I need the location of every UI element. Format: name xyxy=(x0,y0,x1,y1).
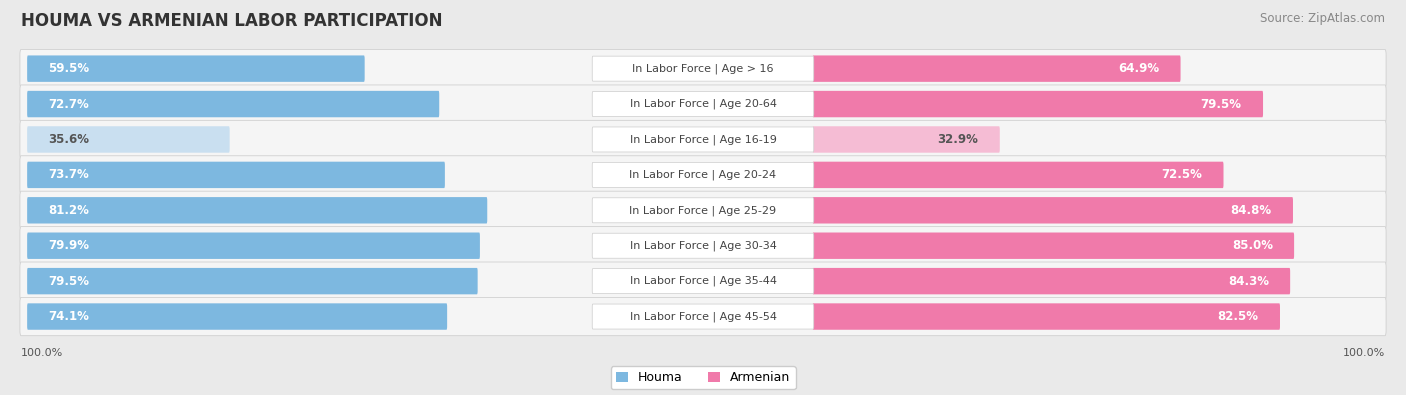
FancyBboxPatch shape xyxy=(27,303,447,330)
FancyBboxPatch shape xyxy=(813,162,1223,188)
Text: HOUMA VS ARMENIAN LABOR PARTICIPATION: HOUMA VS ARMENIAN LABOR PARTICIPATION xyxy=(21,12,443,30)
Text: 82.5%: 82.5% xyxy=(1218,310,1258,323)
Text: 73.7%: 73.7% xyxy=(48,168,89,181)
FancyBboxPatch shape xyxy=(20,227,1386,265)
Text: In Labor Force | Age 45-54: In Labor Force | Age 45-54 xyxy=(630,311,776,322)
FancyBboxPatch shape xyxy=(20,85,1386,123)
FancyBboxPatch shape xyxy=(27,126,229,153)
FancyBboxPatch shape xyxy=(813,55,1181,82)
Text: Source: ZipAtlas.com: Source: ZipAtlas.com xyxy=(1260,12,1385,25)
FancyBboxPatch shape xyxy=(20,156,1386,194)
Text: 100.0%: 100.0% xyxy=(21,348,63,357)
FancyBboxPatch shape xyxy=(27,197,488,224)
Text: 79.5%: 79.5% xyxy=(1201,98,1241,111)
FancyBboxPatch shape xyxy=(27,268,478,294)
FancyBboxPatch shape xyxy=(20,120,1386,159)
Text: 79.9%: 79.9% xyxy=(48,239,90,252)
FancyBboxPatch shape xyxy=(813,303,1279,330)
FancyBboxPatch shape xyxy=(20,262,1386,300)
FancyBboxPatch shape xyxy=(592,162,814,187)
Text: 74.1%: 74.1% xyxy=(48,310,90,323)
FancyBboxPatch shape xyxy=(20,49,1386,88)
Text: In Labor Force | Age 16-19: In Labor Force | Age 16-19 xyxy=(630,134,776,145)
FancyBboxPatch shape xyxy=(813,268,1291,294)
FancyBboxPatch shape xyxy=(592,127,814,152)
Text: 32.9%: 32.9% xyxy=(938,133,979,146)
FancyBboxPatch shape xyxy=(27,91,439,117)
FancyBboxPatch shape xyxy=(20,191,1386,229)
Text: 84.3%: 84.3% xyxy=(1227,275,1268,288)
Text: In Labor Force | Age 20-24: In Labor Force | Age 20-24 xyxy=(630,169,776,180)
FancyBboxPatch shape xyxy=(592,56,814,81)
FancyBboxPatch shape xyxy=(592,233,814,258)
Text: 100.0%: 100.0% xyxy=(1343,348,1385,357)
Text: In Labor Force | Age 35-44: In Labor Force | Age 35-44 xyxy=(630,276,776,286)
Text: 81.2%: 81.2% xyxy=(48,204,90,217)
FancyBboxPatch shape xyxy=(592,269,814,293)
FancyBboxPatch shape xyxy=(27,162,444,188)
FancyBboxPatch shape xyxy=(813,197,1294,224)
Text: 35.6%: 35.6% xyxy=(48,133,90,146)
Text: In Labor Force | Age 20-64: In Labor Force | Age 20-64 xyxy=(630,99,776,109)
FancyBboxPatch shape xyxy=(20,297,1386,336)
Text: 79.5%: 79.5% xyxy=(48,275,90,288)
FancyBboxPatch shape xyxy=(592,304,814,329)
FancyBboxPatch shape xyxy=(813,126,1000,153)
Text: In Labor Force | Age > 16: In Labor Force | Age > 16 xyxy=(633,64,773,74)
FancyBboxPatch shape xyxy=(592,198,814,223)
FancyBboxPatch shape xyxy=(27,233,479,259)
Text: 72.7%: 72.7% xyxy=(48,98,89,111)
Text: In Labor Force | Age 25-29: In Labor Force | Age 25-29 xyxy=(630,205,776,216)
FancyBboxPatch shape xyxy=(813,233,1294,259)
FancyBboxPatch shape xyxy=(813,91,1263,117)
Text: 64.9%: 64.9% xyxy=(1118,62,1159,75)
Text: 59.5%: 59.5% xyxy=(48,62,90,75)
Text: 72.5%: 72.5% xyxy=(1161,168,1202,181)
Text: In Labor Force | Age 30-34: In Labor Force | Age 30-34 xyxy=(630,241,776,251)
Text: 85.0%: 85.0% xyxy=(1232,239,1272,252)
FancyBboxPatch shape xyxy=(592,92,814,117)
FancyBboxPatch shape xyxy=(27,55,364,82)
Legend: Houma, Armenian: Houma, Armenian xyxy=(610,366,796,389)
Text: 84.8%: 84.8% xyxy=(1230,204,1271,217)
